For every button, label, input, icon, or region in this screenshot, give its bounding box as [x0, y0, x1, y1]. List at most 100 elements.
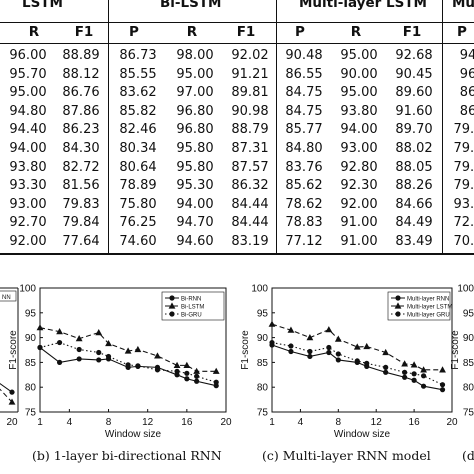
y-tick-label: 75: [257, 408, 269, 419]
legend-label: Bi-RNN: [181, 297, 201, 303]
data-point: [410, 361, 418, 368]
table-cell: 79.83: [62, 196, 100, 212]
figure-panels: 75 80 85 90 95 100 1 4 8 12 16 20 Window size F1-scor…: [0, 284, 474, 440]
table-cell: 92.02: [231, 48, 269, 63]
data-point: [76, 356, 82, 362]
x-tick-label: 4: [298, 417, 304, 428]
data-point: [174, 368, 180, 374]
data-point: [287, 326, 295, 333]
table-cell: 92.00: [9, 234, 47, 249]
col-header-p: P: [295, 24, 305, 40]
legend-marker: [395, 295, 401, 301]
table-cell: 88.02: [395, 141, 433, 156]
y-axis-label: F1-score: [8, 330, 19, 370]
table-cell: 95.00: [9, 85, 47, 101]
table-cell: 82.46: [119, 122, 157, 138]
y-tick-label: 85: [25, 358, 37, 369]
table-cell: 91.00: [340, 234, 378, 249]
series-line: [0, 383, 13, 393]
table-cell: 93.0: [453, 196, 474, 212]
table-cell: 93.80: [340, 103, 378, 119]
table-cell: 83.19: [231, 234, 269, 249]
table-cell: 86.55: [285, 66, 323, 82]
plot-frame: [271, 287, 453, 413]
table-cell: 92.30: [340, 178, 378, 194]
table-cell: 94.80: [9, 103, 47, 119]
table-cell: 92.00: [340, 196, 378, 212]
y-tick-label: 85: [257, 358, 269, 369]
col-header-p: P: [129, 24, 139, 40]
table-cell: 90.00: [340, 66, 378, 82]
data-point: [213, 379, 219, 385]
table-cell: 79.84: [62, 215, 100, 231]
table-cell: 93.00: [9, 196, 47, 212]
data-point: [8, 398, 16, 405]
table-cell: 79.3: [453, 122, 474, 138]
table-cell: 96.00: [9, 48, 47, 63]
table-cell: 80.34: [119, 141, 157, 156]
data-point: [194, 373, 200, 379]
y-axis-label: F1-score: [240, 330, 251, 370]
column-separator: [276, 0, 278, 254]
y-tick-label: 100: [457, 284, 474, 295]
table-cell: 93.30: [9, 178, 47, 194]
table-cell: 94.40: [9, 122, 47, 138]
data-point: [420, 383, 427, 389]
data-point: [184, 370, 190, 376]
data-point: [334, 335, 342, 342]
table-cell: 93.80: [9, 159, 47, 175]
table-cell: 90.45: [395, 66, 433, 82]
series-line: [271, 323, 443, 371]
table-cell: 77.12: [285, 234, 323, 249]
col-header-p: P: [457, 24, 467, 40]
legend-label: Bi-LSTM: [181, 305, 204, 311]
table-cell: 83.76: [285, 159, 323, 175]
table-cell: 88.79: [231, 122, 269, 138]
legend-label: NN: [2, 295, 11, 301]
x-tick-label: 4: [67, 417, 73, 428]
y-tick-label: 80: [25, 383, 37, 394]
data-point: [439, 382, 446, 388]
group-header-bilstm: Bi-LSTM: [160, 0, 222, 11]
x-axis-label: Window size: [105, 429, 162, 440]
table-cell: 78.83: [285, 215, 323, 231]
data-point: [335, 357, 341, 363]
data-point: [306, 334, 314, 341]
table-cell: 86: [459, 103, 474, 119]
table-cell: 78.62: [285, 196, 323, 212]
caption-d: (d: [462, 448, 474, 463]
y-tick-label: 85: [463, 358, 474, 369]
legend-label: Multi-layer LSTM: [407, 305, 452, 311]
table-cell: 95.00: [340, 85, 378, 101]
table-cell: 83.62: [119, 85, 157, 101]
x-axis-label: Window size: [334, 429, 391, 440]
y-tick-label: 90: [257, 333, 269, 344]
y-tick-label: 95: [257, 308, 269, 319]
x-tick-label: 20: [6, 417, 18, 428]
data-point: [183, 361, 191, 368]
table-cell: 95.00: [176, 66, 214, 82]
chart-panel-c: [268, 287, 453, 413]
data-point: [288, 343, 294, 349]
table-cell: 91.00: [340, 215, 378, 231]
table-cell: 92.80: [340, 159, 378, 175]
table-cell: 93.00: [340, 141, 378, 156]
data-point: [76, 346, 82, 353]
table-cell: 89.60: [395, 85, 433, 101]
table-cell: 84.75: [285, 85, 323, 101]
y-tick-label: 95: [463, 308, 474, 319]
data-point: [184, 376, 190, 382]
table-cell: 85.77: [285, 122, 323, 138]
table-cell: 74.60: [119, 234, 157, 249]
legend-marker: [169, 311, 175, 317]
data-point: [411, 377, 417, 383]
table-cell: 83.49: [395, 234, 433, 249]
data-point: [354, 358, 360, 364]
data-point: [335, 351, 341, 357]
data-point: [154, 352, 161, 359]
table-cell: 95.80: [176, 141, 214, 156]
table-cell: 77.64: [62, 234, 100, 249]
legend-label: Multi-layer RNN: [407, 297, 449, 303]
data-point: [411, 371, 417, 377]
data-point: [363, 342, 371, 350]
